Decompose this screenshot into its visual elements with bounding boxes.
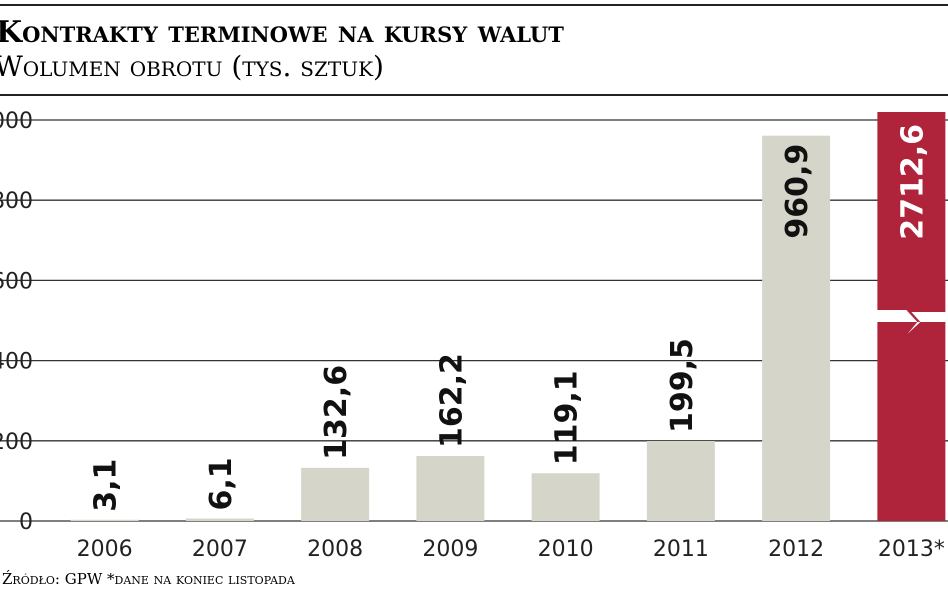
y-tick-label: 800 xyxy=(0,189,33,214)
value-label: 3,1 xyxy=(89,459,124,512)
value-label: 6,1 xyxy=(204,457,239,510)
bar xyxy=(301,467,370,521)
y-tick-label: 400 xyxy=(0,350,33,375)
x-tick-label: 2012 xyxy=(768,537,824,562)
x-tick-label: 2008 xyxy=(307,537,363,562)
value-label: 199,5 xyxy=(665,338,700,433)
bar xyxy=(877,112,946,521)
x-tick-label: 2010 xyxy=(538,537,594,562)
value-label: 2712,6 xyxy=(895,124,930,240)
bar xyxy=(646,441,715,521)
bar xyxy=(416,455,485,521)
x-tick-label: 2006 xyxy=(77,537,133,562)
value-label: 132,6 xyxy=(319,365,354,460)
y-tick-label: 0 xyxy=(19,510,33,535)
x-tick-label: 2011 xyxy=(653,537,709,562)
chart-subtitle: Wolumen obrotu (tys. sztuk) xyxy=(0,50,384,83)
x-tick-label: 2007 xyxy=(192,537,248,562)
bar xyxy=(70,519,139,521)
y-tick-label: 1000 xyxy=(0,109,33,134)
y-tick-label: 600 xyxy=(0,269,33,294)
bar xyxy=(185,518,254,521)
value-label: 119,1 xyxy=(550,370,585,465)
chart-title: Kontrakty terminowe na kursy walut xyxy=(0,15,564,50)
axis-break xyxy=(875,310,948,334)
x-tick-label: 2009 xyxy=(422,537,478,562)
labels: 2006 3,1 2007 6,1 2008 132,6 2009 162,2 2010 119,… xyxy=(77,124,948,562)
bar xyxy=(762,135,831,522)
y-tick-label: 200 xyxy=(0,430,33,455)
x-tick-label: 2013* xyxy=(878,537,945,562)
bar xyxy=(531,473,600,521)
source: Źródło: GPW *dane na koniec listopada xyxy=(2,570,296,588)
value-label: 960,9 xyxy=(780,144,815,239)
value-label: 162,2 xyxy=(434,353,469,448)
